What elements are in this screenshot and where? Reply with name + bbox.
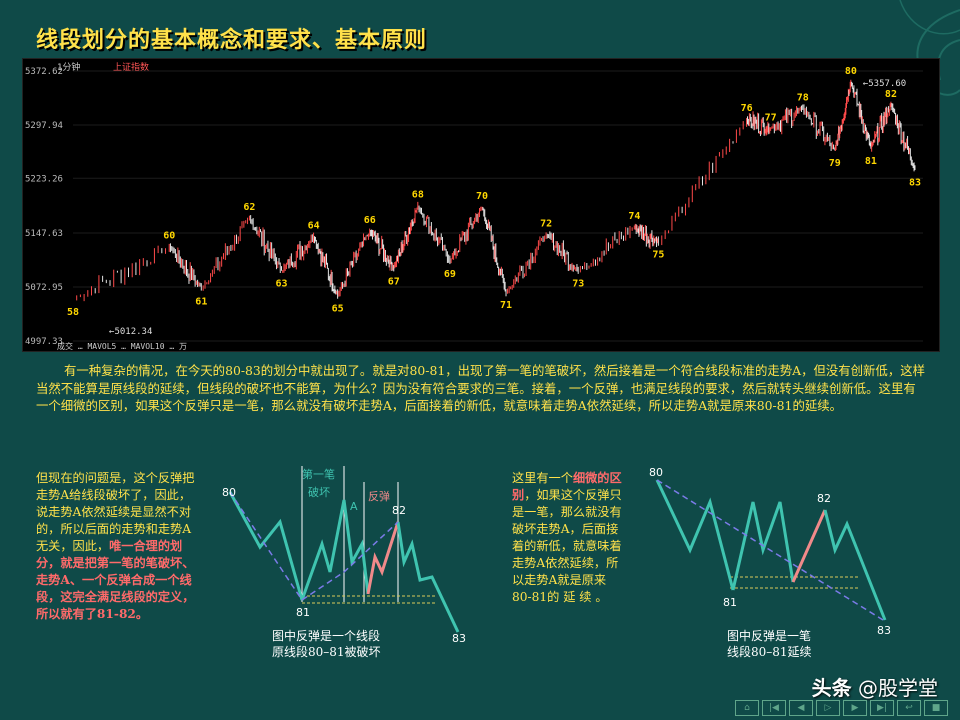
left-explanation: 但现在的问题是，这个反弹把走势A给线段破坏了，因此，说走势A依然延续是显然不对的… bbox=[36, 470, 200, 623]
pivot-label: 77 bbox=[765, 113, 777, 124]
y-tick-label: 5297.94 bbox=[25, 121, 63, 131]
diagram-1-lines bbox=[228, 466, 460, 633]
pivot-label: 58 bbox=[67, 307, 79, 318]
pivot-label: 83 bbox=[909, 178, 921, 189]
label-82: 82 bbox=[392, 504, 406, 517]
diagram-2-lines bbox=[655, 479, 887, 621]
middle-explanation: 这里有一个细微的区别，如果这个反弹只是一笔，那么就没有破坏走势A，后面接着的新低… bbox=[512, 471, 622, 604]
pivot-label: 69 bbox=[444, 269, 456, 280]
label-rebound: 反弹 bbox=[368, 490, 390, 503]
label-break: 破坏 bbox=[308, 486, 330, 499]
pivot-label: 82 bbox=[885, 89, 897, 100]
label-82: 82 bbox=[817, 492, 831, 505]
next-icon[interactable]: ▶ bbox=[843, 700, 867, 716]
pivot-label: 76 bbox=[741, 103, 753, 114]
low-price-label: ←5012.34 bbox=[109, 327, 152, 337]
chart-footer: 成交 … MAVOL5 … MAVOL10 … 万 bbox=[57, 341, 187, 351]
pivot-label: 79 bbox=[829, 158, 841, 169]
pivot-label: 75 bbox=[652, 250, 664, 261]
pivot-label: 67 bbox=[388, 276, 400, 287]
high-price-label: ←5357.60 bbox=[863, 79, 906, 89]
pivot-label: 64 bbox=[308, 221, 320, 232]
label-81: 81 bbox=[296, 606, 310, 619]
label-81: 81 bbox=[723, 596, 737, 609]
end-icon[interactable]: ■ bbox=[924, 700, 948, 716]
label-A: A bbox=[350, 500, 358, 513]
kline-chart: 1分钟 上证指数 5372.62 5297.94 5223.26 5147.63 5072.… bbox=[25, 61, 923, 351]
explanation-paragraph: 有一种复杂的情况，在今天的80-83的划分中就出现了。就是对80-81，出现了第… bbox=[36, 363, 925, 413]
diagram-rebound-stroke: 80 81 82 83 图中反弹是一笔 线段80–81延续 bbox=[645, 462, 905, 672]
y-tick-label: 5147.63 bbox=[25, 229, 63, 239]
home-icon[interactable]: ⌂ bbox=[735, 700, 759, 716]
label-80: 80 bbox=[222, 486, 236, 499]
pivot-label: 61 bbox=[195, 296, 207, 307]
prev-icon[interactable]: ◀ bbox=[789, 700, 813, 716]
slide-nav-bar: ⌂ |◀ ◀ ▷ ▶ ▶| ↩ ■ bbox=[735, 700, 948, 716]
y-tick-label: 5223.26 bbox=[25, 174, 63, 184]
return-icon[interactable]: ↩ bbox=[897, 700, 921, 716]
y-tick-label: 4997.33 bbox=[25, 337, 63, 347]
next-end-icon[interactable]: ▶| bbox=[870, 700, 894, 716]
pivot-label: 80 bbox=[845, 66, 857, 77]
pivot-label: 60 bbox=[163, 231, 175, 242]
pivot-label: 78 bbox=[797, 92, 809, 103]
chart-period-label: 1分钟 bbox=[57, 61, 80, 73]
prev-start-icon[interactable]: |◀ bbox=[762, 700, 786, 716]
mid-text-highlight: 细微的区别 bbox=[512, 471, 622, 502]
pivot-label: 63 bbox=[275, 278, 287, 289]
y-tick-label: 5372.62 bbox=[25, 67, 63, 77]
label-83: 83 bbox=[877, 624, 891, 637]
label-80: 80 bbox=[649, 466, 663, 479]
pivot-label: 70 bbox=[476, 191, 488, 202]
pivot-label: 66 bbox=[364, 215, 376, 226]
pivot-label: 74 bbox=[628, 211, 640, 222]
left-text-normal: 但现在的问题是，这个反弹把走势A给线段破坏了，因此，说走势A依然延续是显然不对的… bbox=[36, 471, 195, 553]
left-text-highlight: 唯一合理的划分，就是把第一笔的笔破坏、走势A、一个反弹合成一个线段，这完全满足线… bbox=[36, 539, 195, 621]
pivot-label: 81 bbox=[865, 156, 877, 167]
label-first-stroke: 第一笔 bbox=[302, 468, 335, 481]
diagram-rebound-segment: 第一笔 破坏 A 反弹 80 81 82 83 图中反弹是一个线段 原线段80–… bbox=[220, 462, 480, 672]
pivot-label: 65 bbox=[332, 304, 344, 315]
play-icon[interactable]: ▷ bbox=[816, 700, 840, 716]
watermark: 头条 @股学堂 bbox=[811, 676, 938, 700]
kline-chart-panel: 1分钟 上证指数 5372.62 5297.94 5223.26 5147.63 5072.… bbox=[22, 58, 940, 352]
label-83: 83 bbox=[452, 632, 466, 645]
y-tick-label: 5072.95 bbox=[25, 283, 63, 293]
diagram-2-caption: 图中反弹是一笔 线段80–81延续 bbox=[727, 629, 812, 659]
pivot-label: 72 bbox=[540, 218, 552, 229]
pivot-label: 73 bbox=[572, 278, 584, 289]
pivot-label: 62 bbox=[243, 202, 255, 213]
chart-index-label: 上证指数 bbox=[113, 61, 149, 73]
slide-title: 线段划分的基本概念和要求、基本原则 bbox=[36, 28, 428, 53]
pivot-label: 68 bbox=[412, 190, 424, 201]
diagram-1-caption: 图中反弹是一个线段 原线段80–81被破坏 bbox=[272, 629, 381, 659]
pivot-label: 71 bbox=[500, 300, 512, 311]
